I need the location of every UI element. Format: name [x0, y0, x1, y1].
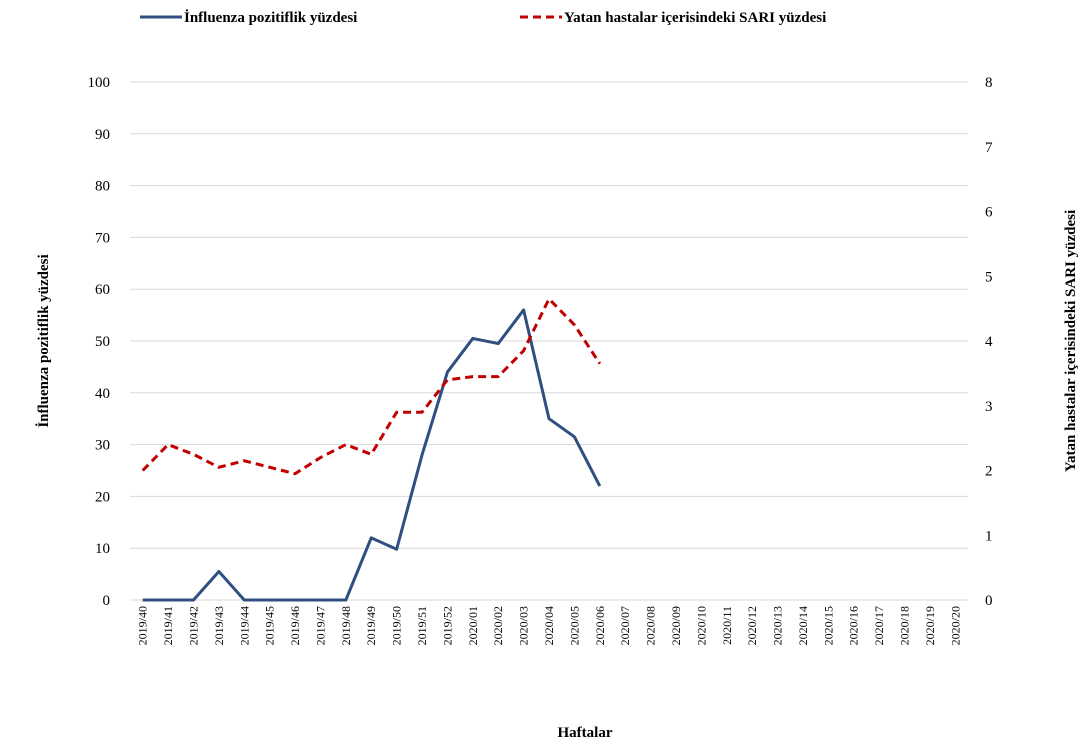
y2-tick-label: 1: [985, 528, 993, 544]
x-tick-label: 2020/19: [923, 606, 937, 645]
y-tick-label: 80: [95, 179, 110, 195]
y-axis-title: İnfluenza pozitiflik yüzdesi: [35, 254, 52, 427]
y2-tick-label: 7: [985, 140, 993, 156]
y-tick-label: 20: [95, 489, 110, 505]
x-tick-label: 2020/17: [872, 606, 886, 645]
y-tick-label: 10: [95, 541, 110, 557]
y-tick-label: 30: [95, 438, 110, 454]
x-tick-label: 2020/20: [948, 606, 962, 645]
x-tick-label: 2019/50: [390, 606, 404, 645]
y-tick-label: 100: [88, 75, 111, 91]
x-tick-label: 2019/40: [136, 606, 150, 645]
y-tick-label: 60: [95, 282, 110, 298]
x-tick-label: 2020/03: [517, 606, 531, 645]
x-tick-label: 2019/48: [339, 606, 353, 645]
y-tick-label: 40: [95, 386, 110, 402]
x-tick-label: 2020/06: [593, 606, 607, 645]
legend-label: Yatan hastalar içerisindeki SARI yüzdesi: [564, 10, 826, 26]
x-tick-label: 2019/43: [212, 606, 226, 645]
x-tick-label: 2020/09: [669, 606, 683, 645]
x-tick-label: 2020/10: [694, 606, 708, 645]
x-tick-label: 2019/51: [415, 606, 429, 645]
y2-tick-label: 6: [985, 205, 993, 221]
x-tick-label: 2020/15: [821, 606, 835, 645]
x-tick-label: 2019/49: [364, 606, 378, 645]
x-axis-title: Haftalar: [558, 725, 613, 741]
x-tick-label: 2020/14: [796, 606, 810, 645]
x-tick-label: 2020/02: [491, 606, 505, 645]
x-tick-label: 2020/18: [898, 606, 912, 645]
series-line: [142, 308, 602, 602]
x-tick-label: 2019/44: [237, 606, 251, 645]
x-tick-label: 2020/08: [644, 606, 658, 645]
x-tick-label: 2020/04: [542, 606, 556, 645]
x-tick-label: 2020/16: [847, 606, 861, 645]
y-tick-label: 0: [103, 593, 111, 609]
x-tick-label: 2019/41: [161, 606, 175, 645]
y2-tick-label: 3: [985, 399, 993, 415]
x-tick-label: 2020/01: [466, 606, 480, 645]
y2-tick-label: 4: [985, 334, 993, 350]
x-tick-label: 2020/07: [618, 606, 632, 645]
y2-tick-label: 5: [985, 269, 993, 285]
y2-axis-title: Yatan hastalar içerisindeki SARI yüzdesi: [1063, 210, 1079, 472]
x-tick-label: 2019/45: [263, 606, 277, 645]
x-tick-label: 2019/46: [288, 606, 302, 645]
y2-tick-label: 8: [985, 75, 993, 91]
x-tick-label: 2019/42: [186, 606, 200, 645]
x-tick-label: 2020/05: [567, 606, 581, 645]
x-tick-label: 2020/11: [720, 606, 734, 645]
y-tick-label: 70: [95, 230, 110, 246]
y-tick-label: 50: [95, 334, 110, 350]
x-tick-label: 2020/12: [745, 606, 759, 645]
y2-tick-label: 0: [985, 593, 993, 609]
x-tick-label: 2019/47: [313, 606, 327, 645]
legend-label: İnfluenza pozitiflik yüzdesi: [184, 9, 357, 26]
y2-tick-label: 2: [985, 464, 993, 480]
x-tick-label: 2020/13: [771, 606, 785, 645]
series-line: [141, 297, 602, 476]
x-tick-label: 2019/52: [440, 606, 454, 645]
y-tick-label: 90: [95, 127, 110, 143]
